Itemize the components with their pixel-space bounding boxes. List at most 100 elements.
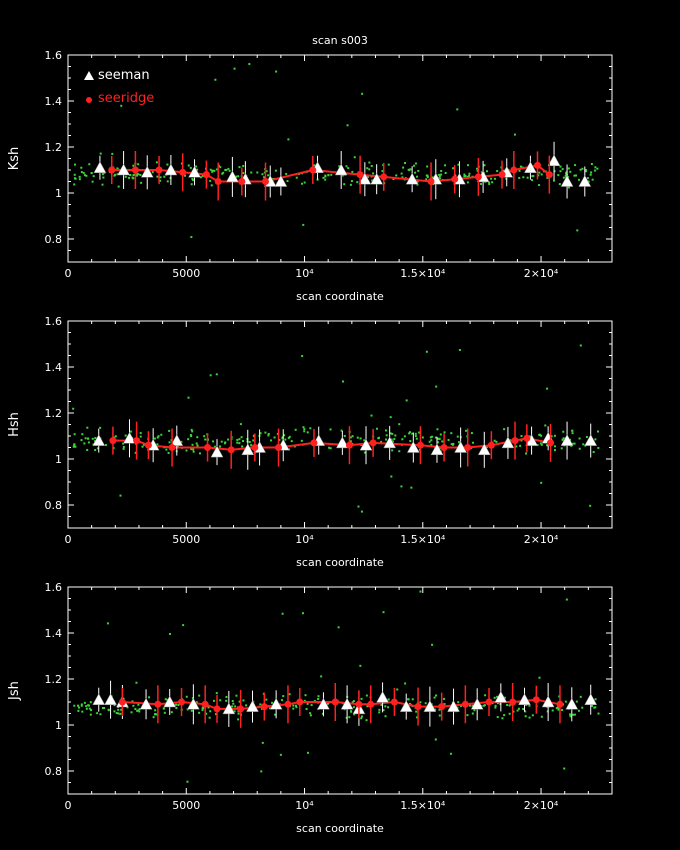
raw-point bbox=[398, 450, 401, 453]
raw-point bbox=[119, 494, 122, 497]
raw-point bbox=[450, 443, 453, 446]
raw-point bbox=[209, 168, 212, 171]
panels: 0 5000 10⁴ 1.5×10⁴ 2×10⁴ 0.8 1 1.2 1.4 1.6 scan co… bbox=[7, 49, 613, 835]
raw-point bbox=[191, 177, 194, 180]
raw-point bbox=[385, 434, 388, 437]
raw-point bbox=[408, 169, 411, 172]
raw-point bbox=[94, 449, 97, 452]
seeman-marker bbox=[560, 174, 574, 187]
raw-point bbox=[573, 174, 576, 177]
raw-point bbox=[438, 714, 441, 717]
x-tick-label: 5000 bbox=[172, 533, 200, 546]
raw-point bbox=[259, 703, 262, 706]
raw-point bbox=[139, 173, 142, 176]
raw-point bbox=[129, 430, 132, 433]
raw-point bbox=[190, 435, 193, 438]
raw-point bbox=[114, 435, 117, 438]
raw-point bbox=[350, 180, 353, 183]
raw-point bbox=[89, 701, 92, 704]
x-tick-label: 0 bbox=[65, 267, 72, 280]
raw-point bbox=[429, 436, 432, 439]
raw-point bbox=[576, 229, 579, 232]
raw-point bbox=[443, 703, 446, 706]
raw-point bbox=[321, 712, 324, 715]
raw-point bbox=[248, 440, 251, 443]
raw-point bbox=[569, 715, 572, 718]
raw-point bbox=[464, 175, 467, 178]
raw-point bbox=[82, 171, 85, 174]
raw-point bbox=[189, 434, 192, 437]
seeman-marker bbox=[274, 174, 288, 187]
seeman-marker bbox=[188, 165, 201, 178]
raw-point bbox=[302, 426, 305, 429]
raw-point bbox=[564, 700, 567, 703]
seeridge-marker bbox=[356, 171, 364, 179]
raw-point bbox=[235, 694, 238, 697]
y-tick-label: 1.2 bbox=[45, 673, 63, 686]
raw-point bbox=[590, 171, 593, 174]
raw-point bbox=[237, 712, 240, 715]
raw-point bbox=[540, 481, 543, 484]
raw-point bbox=[485, 170, 488, 173]
raw-point bbox=[425, 350, 428, 353]
raw-point bbox=[267, 174, 270, 177]
legend-seeridge-label: seeridge bbox=[98, 91, 154, 106]
raw-point bbox=[438, 173, 441, 176]
raw-point bbox=[80, 171, 83, 174]
raw-point bbox=[132, 704, 135, 707]
raw-point bbox=[196, 436, 199, 439]
raw-point bbox=[78, 175, 81, 178]
raw-point bbox=[538, 676, 541, 679]
x-tick-label: 5000 bbox=[172, 267, 200, 280]
raw-point bbox=[287, 138, 290, 141]
x-tick-label: 1.5×10⁴ bbox=[400, 799, 446, 812]
raw-point bbox=[528, 704, 531, 707]
seeridge-marker bbox=[367, 700, 375, 708]
raw-point bbox=[408, 702, 411, 705]
seeridge-marker bbox=[556, 700, 564, 708]
raw-point bbox=[425, 178, 428, 181]
raw-point bbox=[292, 707, 295, 710]
y-tick-label: 1.6 bbox=[45, 315, 63, 328]
raw-point bbox=[561, 168, 564, 171]
raw-point bbox=[473, 709, 476, 712]
seeridge-marker bbox=[213, 705, 221, 713]
raw-point bbox=[390, 475, 393, 478]
raw-point bbox=[86, 426, 89, 429]
seeridge-marker bbox=[545, 171, 553, 179]
raw-point bbox=[592, 451, 595, 454]
raw-point bbox=[343, 434, 346, 437]
seeridge-marker bbox=[204, 444, 212, 451]
raw-point bbox=[227, 438, 230, 441]
raw-point bbox=[74, 445, 77, 448]
raw-point bbox=[275, 70, 278, 73]
raw-point bbox=[303, 430, 306, 433]
raw-point bbox=[301, 355, 304, 358]
raw-point bbox=[113, 704, 116, 707]
raw-point bbox=[225, 696, 228, 699]
raw-point bbox=[457, 163, 460, 166]
seeridge-line bbox=[112, 437, 551, 451]
panel-hsh: 0 5000 10⁴ 1.5×10⁴ 2×10⁴ 0.8 1 1.2 1.4 1.6 scan co… bbox=[7, 315, 613, 569]
raw-point bbox=[242, 165, 245, 168]
raw-point bbox=[408, 432, 411, 435]
raw-point bbox=[496, 695, 499, 698]
raw-point bbox=[248, 63, 251, 66]
raw-point bbox=[340, 429, 343, 432]
seeman-marker bbox=[117, 163, 131, 176]
raw-point bbox=[122, 447, 125, 450]
raw-point bbox=[232, 702, 235, 705]
raw-point bbox=[131, 176, 134, 179]
raw-point bbox=[157, 435, 160, 438]
raw-point bbox=[360, 717, 363, 720]
raw-point bbox=[384, 705, 387, 708]
raw-point bbox=[578, 178, 581, 181]
raw-point bbox=[372, 172, 375, 175]
raw-point bbox=[577, 709, 580, 712]
raw-point bbox=[175, 707, 178, 710]
raw-point bbox=[83, 442, 86, 445]
seeman-marker bbox=[186, 697, 200, 710]
raw-point bbox=[508, 704, 511, 707]
raw-point bbox=[522, 708, 525, 711]
